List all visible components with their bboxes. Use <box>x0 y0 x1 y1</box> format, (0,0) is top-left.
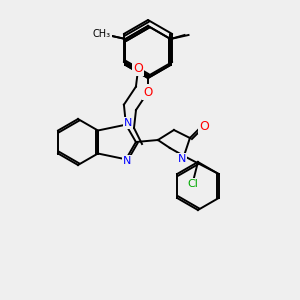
Text: O: O <box>143 85 153 98</box>
Text: CH₃: CH₃ <box>92 29 110 39</box>
Text: O: O <box>199 119 209 133</box>
Text: N: N <box>124 118 132 128</box>
Text: N: N <box>178 154 186 164</box>
Text: N: N <box>123 156 131 166</box>
Text: Cl: Cl <box>188 179 198 189</box>
Text: O: O <box>133 62 143 75</box>
